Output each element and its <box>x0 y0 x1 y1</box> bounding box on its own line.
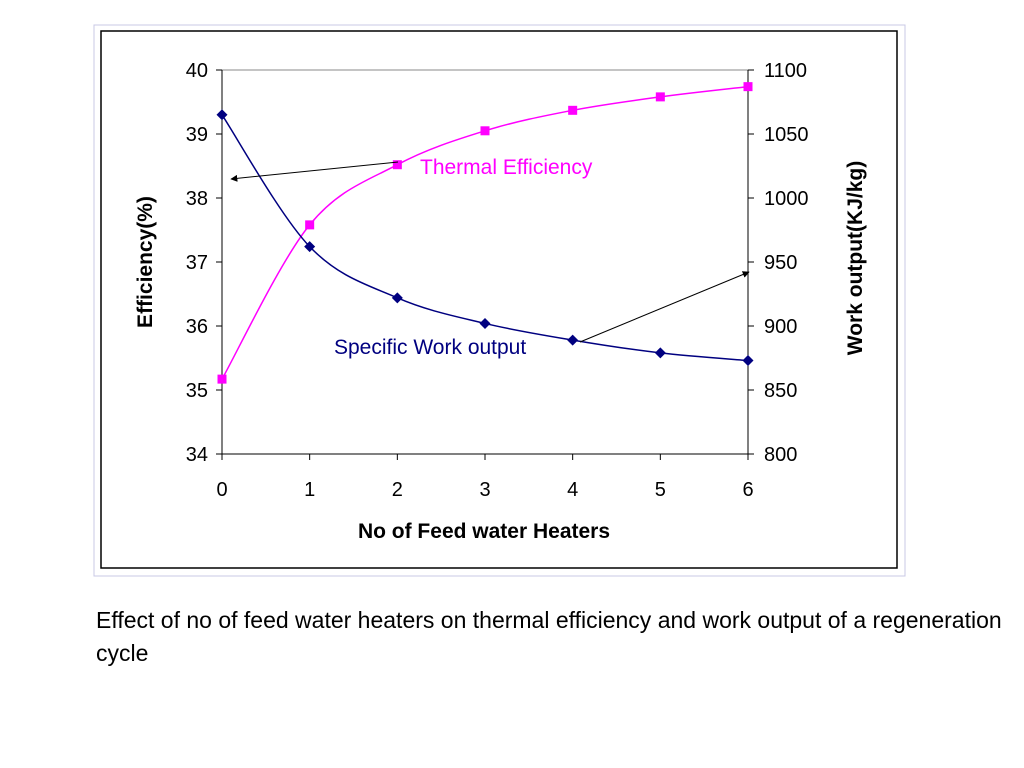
right-tick-label: 900 <box>764 316 797 338</box>
x-tick-label: 4 <box>567 479 578 501</box>
specific-work-output-point <box>391 292 403 304</box>
left-y-axis-title: Efficiency(%) <box>134 196 157 328</box>
left-tick-label: 36 <box>186 316 208 338</box>
specific-work-output-markers <box>216 109 754 367</box>
right-tick-label: 1100 <box>764 60 807 82</box>
x-tick-label: 3 <box>479 479 490 501</box>
thermal-efficiency-markers <box>217 82 753 384</box>
left-tick-label: 34 <box>186 444 208 466</box>
x-tick-label: 6 <box>742 479 753 501</box>
figure-caption: Effect of no of feed water heaters on th… <box>96 607 1002 666</box>
right-tick-label: 1000 <box>764 188 809 210</box>
right-tick-label: 850 <box>764 380 797 402</box>
right-tick-label: 800 <box>764 444 797 466</box>
x-tick-label: 0 <box>216 479 227 501</box>
specific-work-output-point <box>216 109 228 121</box>
left-tick-label: 37 <box>186 252 208 274</box>
thermal-efficiency-label: Thermal Efficiency <box>420 156 593 179</box>
specific-work-output-point <box>567 334 579 346</box>
right-tick-label: 1050 <box>764 124 809 146</box>
x-tick-label: 2 <box>392 479 403 501</box>
x-axis-title: No of Feed water Heaters <box>358 520 610 543</box>
specific-work-output-point <box>742 355 754 367</box>
specific-work-output-point <box>479 317 491 329</box>
thermal-efficiency-arrow <box>230 161 399 182</box>
left-tick-label: 35 <box>186 380 208 402</box>
specific-work-output-point <box>654 347 666 359</box>
x-axis-ticks: 0 1 2 3 4 5 6 <box>216 454 754 501</box>
thermal-efficiency-point <box>655 92 665 102</box>
specific-work-output-arrow <box>579 271 750 343</box>
specific-work-output-point <box>304 241 316 253</box>
right-axis-ticks: 800 850 900 950 1000 1050 1100 <box>748 60 809 466</box>
thermal-efficiency-point <box>392 160 402 170</box>
left-axis-ticks: 34 35 36 37 38 39 40 <box>186 60 222 466</box>
thermal-efficiency-point <box>305 220 315 230</box>
x-tick-label: 1 <box>304 479 315 501</box>
right-tick-label: 950 <box>764 252 797 274</box>
thermal-efficiency-point <box>480 126 490 136</box>
thermal-efficiency-point <box>743 82 753 92</box>
left-tick-label: 38 <box>186 188 208 210</box>
thermal-efficiency-point <box>568 105 578 115</box>
left-tick-label: 40 <box>186 60 208 82</box>
specific-work-output-label: Specific Work output <box>334 336 526 359</box>
thermal-efficiency-point <box>217 374 227 384</box>
right-y-axis-title: Work output(KJ/kg) <box>844 161 867 355</box>
left-tick-label: 39 <box>186 124 208 146</box>
x-tick-label: 5 <box>655 479 666 501</box>
plot-frame <box>100 30 898 569</box>
